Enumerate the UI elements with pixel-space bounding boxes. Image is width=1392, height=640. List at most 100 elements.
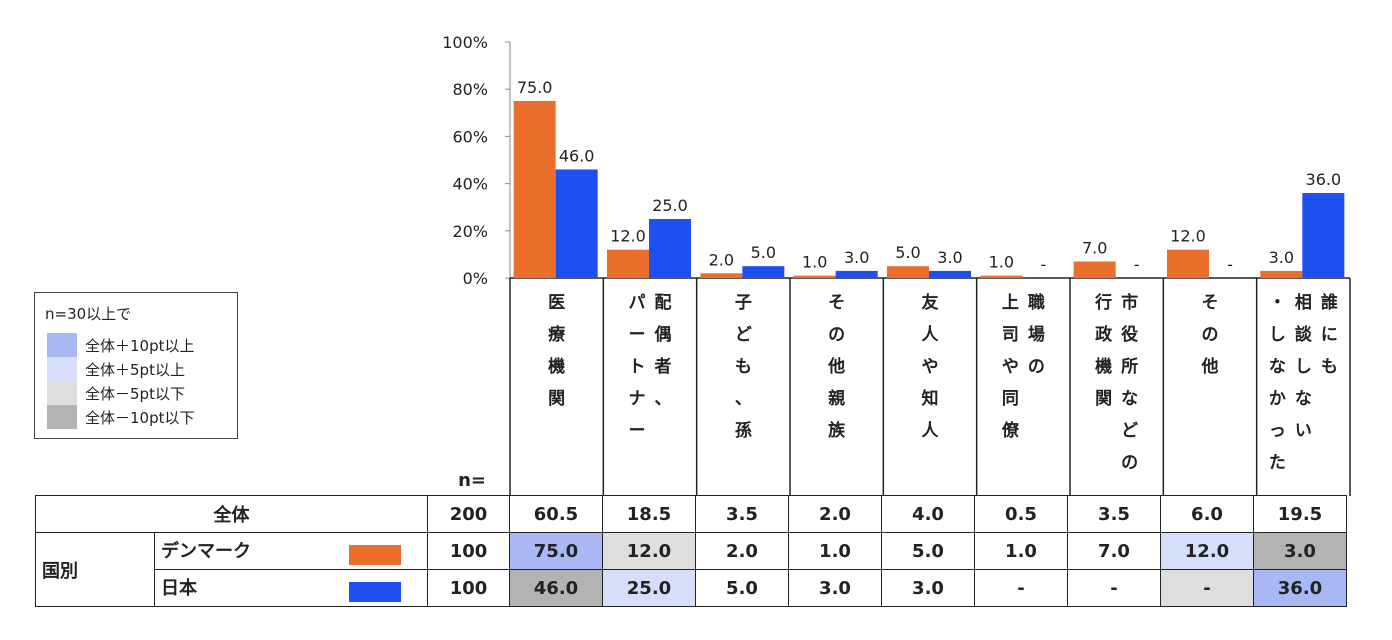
table-cell: - (1067, 569, 1161, 607)
category-label-char: 相 (1295, 292, 1312, 313)
table-cell: - (974, 569, 1068, 607)
table-cell: 2.0 (695, 532, 789, 570)
category-label-char: し (1269, 325, 1286, 345)
data-label: 5.0 (751, 243, 776, 262)
category-label-char: な (1295, 389, 1312, 409)
category-label-char: や (922, 357, 939, 377)
category-label-char: 役 (1121, 324, 1138, 345)
category-label-char: ど (735, 325, 752, 345)
category-label-char: か (1269, 389, 1286, 409)
table-cell: 3.0 (1253, 532, 1347, 570)
table-row-japan: 日本 100 46.0 25.0 5.0 3.0 3.0 - - - 36.0 (36, 569, 1347, 607)
table-cell: 3.5 (695, 495, 789, 533)
data-label: - (1040, 255, 1046, 274)
category-label-char: そ (828, 293, 845, 313)
bar (700, 273, 743, 278)
category-label-char: の (828, 325, 845, 345)
category-label-char: ナ (629, 389, 646, 409)
category-label-char: ト (629, 357, 646, 377)
table-row-denmark: 国別 デンマーク 100 75.0 12.0 2.0 1.0 5.0 1.0 7… (35, 532, 1347, 607)
category-label-char: 他 (827, 356, 845, 377)
row-label-total: 全体 (35, 495, 428, 533)
category-label-char: 誰 (1321, 292, 1338, 313)
category-label-char: ・ (1269, 293, 1286, 313)
category-label-char: な (1269, 357, 1286, 377)
table-cell: 2.0 (788, 495, 882, 533)
bar (929, 270, 971, 278)
data-label: 3.0 (937, 248, 962, 267)
y-tick-label: 20% (452, 222, 488, 241)
category-label-char: 機 (548, 356, 565, 377)
data-label: 46.0 (559, 146, 595, 165)
category-label-char: の (1202, 325, 1219, 345)
category-label-char: 行 (1094, 292, 1112, 313)
category-label-char: 、 (655, 389, 672, 409)
data-label: 25.0 (652, 196, 688, 215)
category-label-char: 知 (921, 388, 939, 409)
table-cell: 36.0 (1253, 569, 1347, 607)
category-label-char: や (1002, 357, 1019, 377)
bar (1167, 249, 1209, 278)
data-label: 5.0 (895, 243, 920, 262)
category-label-char: 者 (654, 356, 672, 377)
legend: n=30以上で 全体＋10pt以上 全体＋5pt以上 全体－5pt以下 全体－1… (34, 292, 238, 439)
category-label-char: 偶 (655, 324, 672, 345)
category-label-char: ー (629, 325, 646, 345)
bar (607, 249, 649, 278)
data-label: 36.0 (1306, 170, 1342, 189)
table-cell: 5.0 (695, 569, 789, 607)
category-label-char: 司 (1002, 325, 1019, 345)
data-table: 全体 200 60.5 18.5 3.5 2.0 4.0 0.5 3.5 6.0… (35, 495, 1347, 607)
table-cell: 18.5 (602, 495, 696, 533)
category-label-char: 同 (1002, 389, 1019, 409)
category-label-char: 所 (1121, 357, 1138, 377)
legend-swatch (47, 405, 77, 429)
legend-swatch (47, 333, 77, 357)
table-cell: 12.0 (602, 532, 696, 570)
category-label-char: 人 (922, 325, 940, 345)
legend-title: n=30以上で (45, 305, 132, 323)
legend-item: 全体＋5pt以上 (47, 357, 237, 381)
table-cell: 4.0 (881, 495, 975, 533)
table-cell: 60.5 (509, 495, 603, 533)
table-cell: 6.0 (1160, 495, 1254, 533)
data-label: 7.0 (1082, 238, 1107, 257)
bar (980, 275, 1023, 278)
bar-chart: 0% 20% 40% 60% 80% 100% 75.0 12.0 2.0 1.0 5.0 1.0 7.… (442, 33, 1351, 496)
category-label-char: 、 (735, 389, 752, 409)
category-label-char: ど (1121, 421, 1138, 441)
legend-label: 全体＋10pt以上 (85, 337, 195, 355)
table-cell: 3.5 (1067, 495, 1161, 533)
category-label-char: 上 (1002, 293, 1019, 313)
legend-swatch (47, 357, 77, 381)
category-label-char: 配 (655, 293, 672, 313)
table-cell: 0.5 (974, 495, 1068, 533)
legend-item: 全体－10pt以下 (47, 405, 237, 429)
legend-item: 全体－5pt以下 (47, 381, 237, 405)
y-tick-label: 80% (452, 80, 488, 99)
bar (887, 266, 929, 278)
n-total: 200 (427, 495, 510, 533)
n-japan: 100 (427, 569, 510, 607)
table-cell: - (1160, 569, 1254, 607)
category-label-char: 機 (1095, 356, 1112, 377)
category-label-char: 族 (828, 420, 846, 441)
data-label: 12.0 (610, 227, 646, 246)
y-tick-label: 60% (452, 127, 488, 146)
category-label-char: 人 (922, 421, 940, 441)
data-label: 1.0 (802, 253, 827, 272)
data-label: 3.0 (1269, 248, 1294, 267)
category-label-char: 市 (1121, 292, 1138, 313)
series-swatch-japan (349, 582, 401, 602)
y-tick-label: 100% (442, 33, 488, 52)
n-denmark: 100 (427, 532, 510, 570)
data-label: 1.0 (989, 253, 1014, 272)
bar (742, 266, 785, 278)
series-swatch-denmark (349, 545, 401, 565)
category-label-char: っ (1269, 421, 1286, 441)
group-label: 国別 (35, 532, 155, 607)
data-label: 75.0 (517, 78, 553, 97)
bar (1073, 261, 1116, 278)
y-tick-label: 40% (452, 175, 488, 194)
legend-label: 全体－10pt以下 (85, 409, 195, 427)
